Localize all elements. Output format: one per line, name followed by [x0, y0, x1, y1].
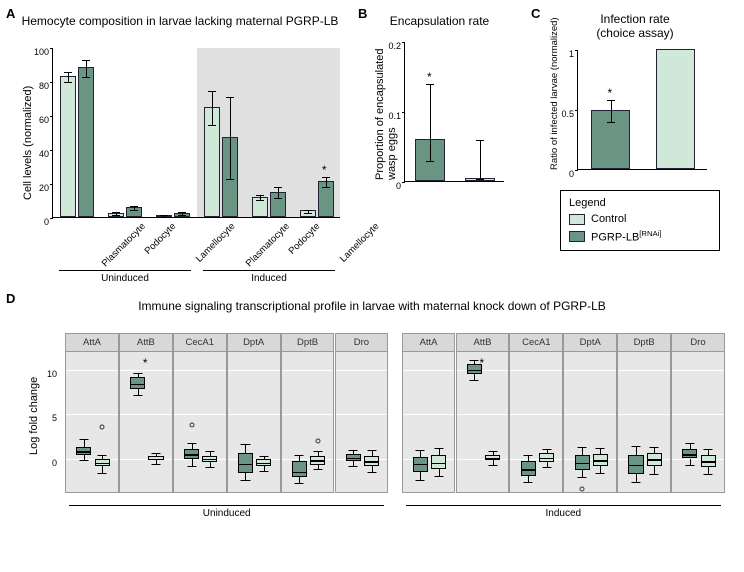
facet: AttB*: [456, 333, 510, 493]
legend-swatch-rnai: [569, 231, 585, 242]
legend-row-rnai: PGRP-LB[RNAi]: [569, 229, 711, 244]
facet: DptA: [563, 333, 617, 493]
panel-c-chart: 00.51*: [577, 50, 707, 170]
panel-d-boxrow: 0510AttAAttB*CecA1DptADptBDroUninducedAt…: [65, 333, 725, 493]
legend-label-control: Control: [591, 213, 626, 225]
facet: DptB: [281, 333, 335, 493]
panel-b-chart: 00.10.2*: [404, 42, 504, 182]
legend-row-control: Control: [569, 213, 711, 225]
legend-title: Legend: [569, 197, 711, 209]
panel-d: D Immune signaling transcriptional profi…: [10, 295, 734, 565]
facet: CecA1: [173, 333, 227, 493]
facet: DptA: [227, 333, 281, 493]
facet: Dro: [335, 333, 389, 493]
legend-swatch-control: [569, 214, 585, 225]
facet: Dro: [671, 333, 725, 493]
facet: AttA: [65, 333, 119, 493]
panel-a-title: Hemocyte composition in larvae lacking m…: [10, 14, 350, 28]
panel-c-title-2: (choice assay): [535, 26, 735, 40]
panel-b: B Encapsulation rate Proportion of encap…: [362, 10, 517, 240]
legend-box: Legend Control PGRP-LB[RNAi]: [560, 190, 720, 251]
bar: [78, 67, 94, 217]
panel-a: A Hemocyte composition in larvae lacking…: [10, 10, 350, 280]
bar: [60, 76, 76, 217]
facet: AttB*: [119, 333, 173, 493]
panel-c-ylabel: Ratio of infected larvae (normalized): [549, 10, 560, 170]
facet: AttA: [402, 333, 456, 493]
panel-d-title: Immune signaling transcriptional profile…: [10, 299, 734, 313]
facet: CecA1: [509, 333, 563, 493]
panel-c-title-1: Infection rate: [535, 12, 735, 26]
panel-a-chart: 020406080100PlasmatocytePodocyteLamelloc…: [52, 48, 340, 218]
facet: DptB: [617, 333, 671, 493]
legend-label-rnai: PGRP-LB[RNAi]: [591, 229, 662, 244]
